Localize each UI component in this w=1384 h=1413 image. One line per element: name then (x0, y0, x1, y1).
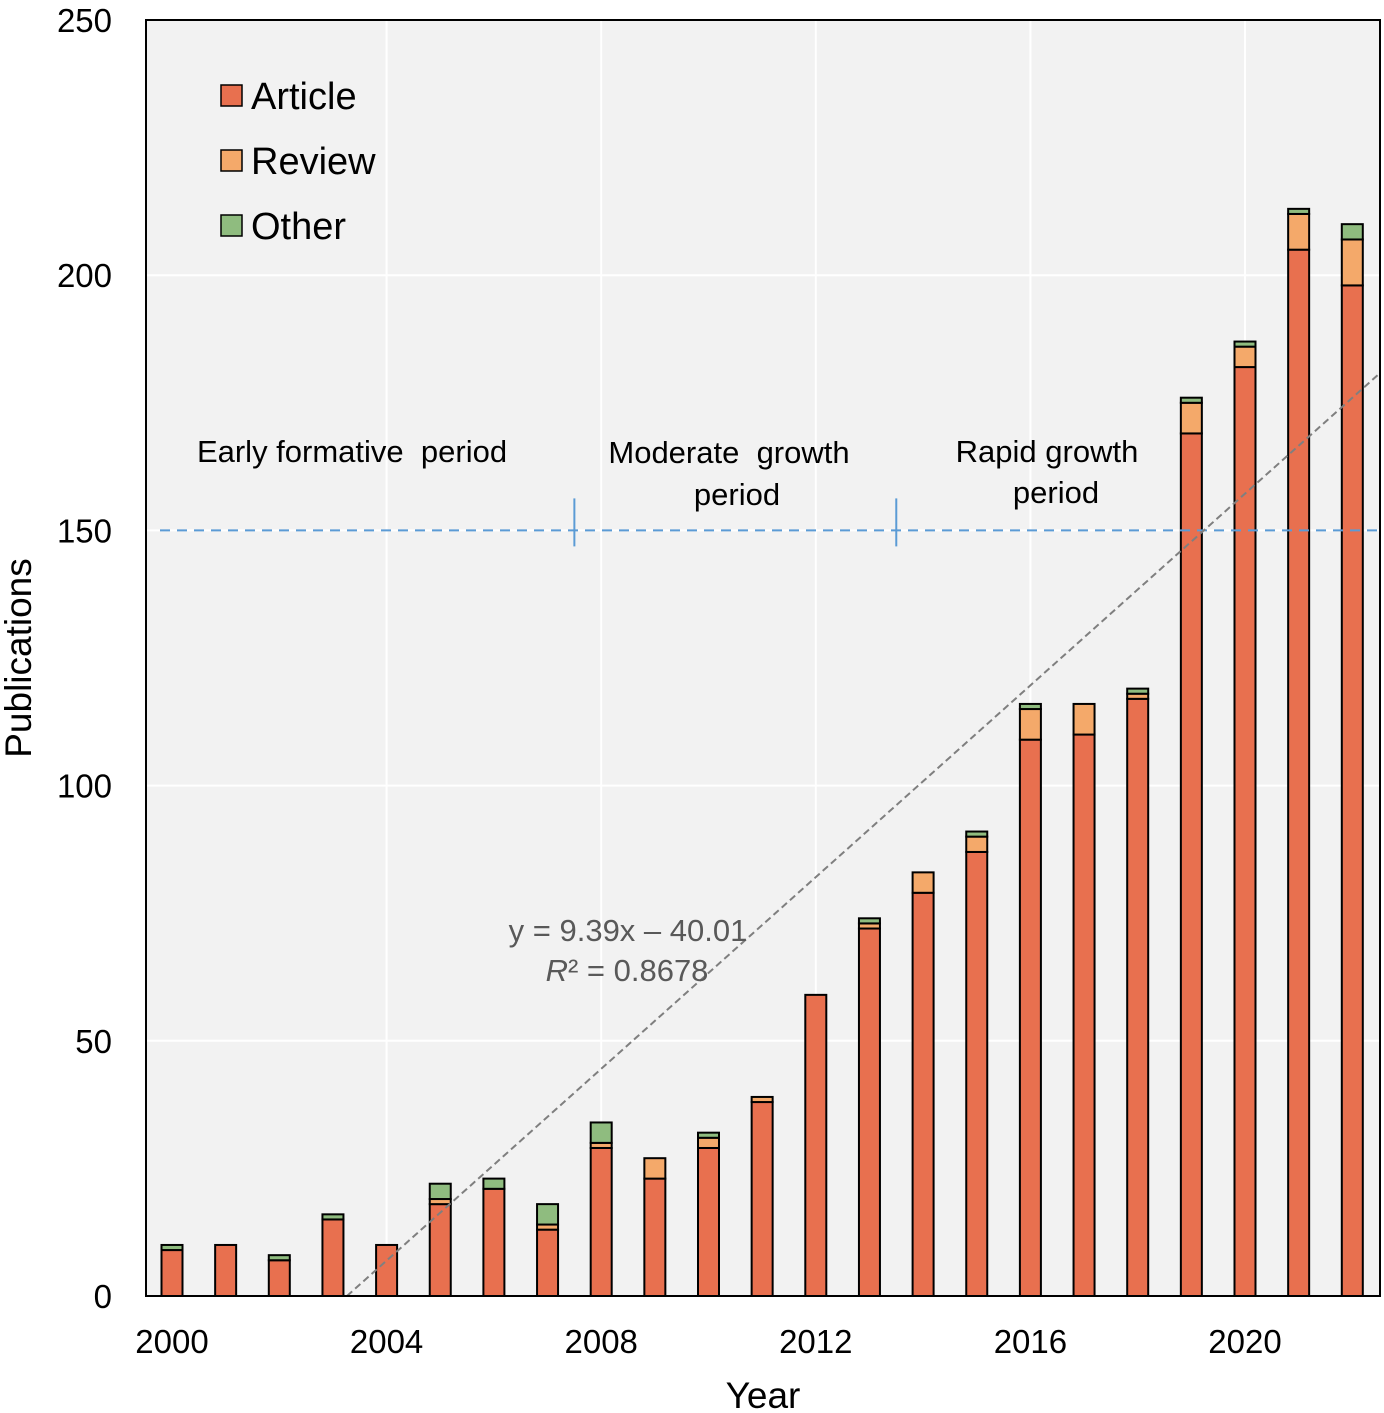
trendline-r-squared: R² = 0.8678 (546, 953, 709, 988)
bar-article-2003 (321, 1218, 345, 1297)
legend-item-review: Review (220, 141, 376, 183)
x-tick-label-2000: 2000 (135, 1323, 208, 1360)
y-tick-label-0: 0 (94, 1278, 112, 1315)
bar-other-2013 (857, 917, 881, 925)
bar-article-2011 (750, 1101, 774, 1297)
bar-review-2015 (965, 835, 989, 853)
x-tick-label-2008: 2008 (564, 1323, 637, 1360)
legend-label-article: Article (251, 76, 357, 118)
bar-other-2016 (1018, 702, 1042, 711)
bar-other-2015 (965, 830, 989, 838)
period-label-moderate: Moderate growth (608, 435, 849, 470)
y-tick-label-50: 50 (75, 1023, 112, 1060)
bar-article-2020 (1233, 366, 1257, 1297)
legend-item-other: Other (220, 206, 346, 248)
bar-article-2017 (1072, 733, 1096, 1297)
bar-article-2021 (1287, 248, 1311, 1297)
bar-article-2007 (536, 1228, 560, 1297)
period-label-rapid: Rapid growth (956, 434, 1139, 469)
y-tick-label-150: 150 (57, 512, 112, 549)
bar-review-2010 (697, 1136, 720, 1149)
period-markers (160, 498, 1380, 547)
bar-other-2000 (160, 1243, 184, 1252)
bar-article-2008 (589, 1146, 613, 1298)
period-label-moderate-2: period (694, 477, 780, 512)
legend-swatch-article (220, 84, 243, 107)
bar-review-2022 (1340, 238, 1364, 287)
bar-article-2012 (804, 993, 828, 1297)
trendline-annotation: y = 9.39x – 40.01 R² = 0.8678 (509, 913, 748, 988)
bar-article-2018 (1126, 697, 1150, 1297)
bar-article-2006 (482, 1187, 506, 1298)
bar-review-2011 (750, 1095, 774, 1104)
bar-other-2018 (1126, 687, 1150, 695)
plot-frame (145, 19, 1381, 1297)
bar-article-2015 (965, 850, 989, 1298)
bar-article-2009 (643, 1177, 667, 1298)
bar-review-2020 (1233, 345, 1257, 369)
bar-article-2010 (697, 1146, 720, 1298)
bar-other-2006 (482, 1177, 506, 1190)
bar-other-2002 (267, 1254, 291, 1262)
bar-article-2022 (1340, 284, 1364, 1297)
bar-article-2002 (267, 1259, 291, 1297)
bar-other-2007 (536, 1203, 560, 1226)
bar-other-2020 (1233, 340, 1257, 348)
x-axis-title: Year (726, 1375, 801, 1413)
bar-other-2005 (428, 1182, 452, 1201)
bar-other-2010 (697, 1131, 720, 1139)
bar-article-2019 (1179, 432, 1203, 1297)
bar-review-2019 (1179, 401, 1203, 435)
x-tick-label-2016: 2016 (994, 1323, 1067, 1360)
bar-article-2013 (857, 927, 881, 1298)
plot-background (146, 20, 1380, 1296)
legend-swatch-review (220, 149, 243, 172)
y-axis-title: Publications (0, 558, 39, 758)
bar-article-2000 (160, 1249, 184, 1297)
trendline-equation: y = 9.39x – 40.01 (509, 913, 748, 948)
x-tick-label-2004: 2004 (350, 1323, 423, 1360)
bar-review-2016 (1018, 708, 1042, 741)
legend-label-other: Other (251, 206, 346, 248)
axis-ticks: 0 50 100 150 200 250 2000 2004 2008 2012 2016 2020 (57, 2, 1282, 1360)
y-tick-label-250: 250 (57, 2, 112, 39)
x-tick-label-2012: 2012 (779, 1323, 852, 1360)
y-tick-label-100: 100 (57, 768, 112, 805)
bar-article-2014 (911, 891, 935, 1297)
bar-other-2021 (1287, 207, 1311, 215)
legend-item-article: Article (220, 76, 357, 118)
bar-article-2001 (214, 1243, 238, 1297)
bar-review-2021 (1287, 212, 1311, 251)
y-tick-label-200: 200 (57, 257, 112, 294)
bar-review-2017 (1072, 702, 1096, 736)
bar-other-2008 (589, 1121, 613, 1144)
period-label-rapid-2: period (1013, 475, 1099, 510)
bar-article-2004 (375, 1243, 399, 1297)
bar-article-2016 (1018, 738, 1042, 1297)
legend-swatch-other (220, 214, 243, 237)
period-labels: Early formative period Moderate growth p… (197, 434, 1138, 512)
bar-review-2009 (643, 1157, 667, 1180)
period-label-early: Early formative period (197, 434, 507, 469)
bar-review-2014 (911, 871, 935, 894)
bar-other-2022 (1340, 223, 1364, 241)
bar-other-2019 (1179, 396, 1203, 404)
legend: Article Review Other (220, 76, 376, 248)
x-tick-label-2020: 2020 (1208, 1323, 1281, 1360)
bar-other-2003 (321, 1213, 345, 1221)
legend-label-review: Review (251, 141, 376, 183)
